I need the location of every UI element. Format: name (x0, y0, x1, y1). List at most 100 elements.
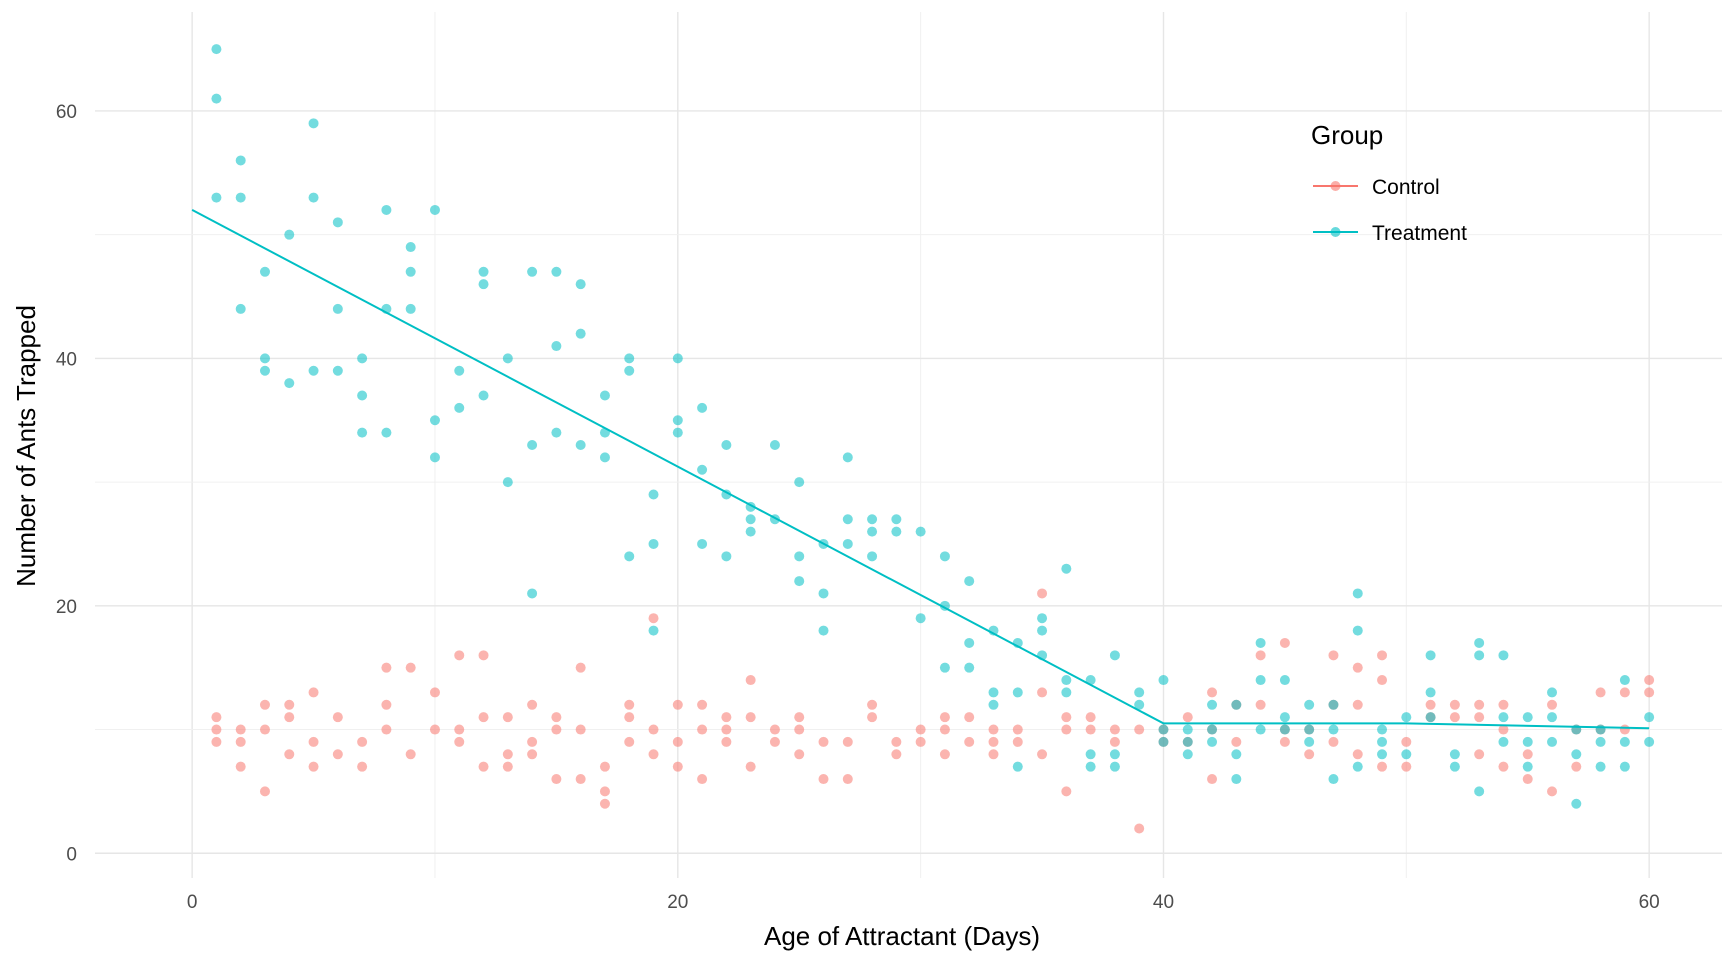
legend-label-control: Control (1372, 176, 1440, 199)
data-point-control (915, 724, 926, 735)
data-point-treatment (1522, 712, 1533, 723)
data-point-treatment (1595, 724, 1606, 735)
data-point-treatment (1498, 712, 1509, 723)
data-point-control (1085, 712, 1096, 723)
data-point-treatment (599, 452, 610, 463)
data-point-control (1279, 637, 1290, 648)
data-point-treatment (1619, 761, 1630, 772)
data-point-control (357, 736, 368, 747)
x-tick-label: 60 (1639, 892, 1660, 913)
data-point-treatment (332, 365, 343, 376)
data-point-control (1401, 761, 1412, 772)
data-point-control (1182, 712, 1193, 723)
data-point-control (1328, 650, 1339, 661)
data-point-control (575, 774, 586, 785)
data-point-treatment (939, 662, 950, 673)
data-point-control (527, 749, 538, 760)
data-point-control (527, 699, 538, 710)
data-point-treatment (672, 427, 683, 438)
data-point-control (575, 662, 586, 673)
data-point-treatment (259, 266, 270, 277)
data-point-control (1401, 736, 1412, 747)
data-point-control (1109, 736, 1120, 747)
data-point-control (1134, 823, 1145, 834)
data-point-control (429, 724, 440, 735)
data-point-control (721, 724, 732, 735)
data-point-treatment (381, 427, 392, 438)
data-point-control (1377, 650, 1388, 661)
data-point-treatment (867, 551, 878, 562)
data-point-control (381, 662, 392, 673)
data-point-control (211, 712, 222, 723)
data-point-control (794, 749, 805, 760)
data-point-treatment (1061, 675, 1072, 686)
data-point-treatment (454, 402, 465, 413)
data-point-control (575, 724, 586, 735)
data-point-treatment (1231, 774, 1242, 785)
data-point-control (697, 724, 708, 735)
data-point-control (867, 712, 878, 723)
data-point-treatment (259, 353, 270, 364)
data-point-treatment (624, 353, 635, 364)
data-point-control (1037, 749, 1048, 760)
data-point-control (1498, 699, 1509, 710)
data-point-treatment (478, 279, 489, 290)
data-point-control (818, 736, 829, 747)
data-point-control (1255, 650, 1266, 661)
data-point-control (405, 662, 416, 673)
data-point-treatment (939, 551, 950, 562)
data-point-control (1474, 749, 1485, 760)
data-point-treatment (1037, 613, 1048, 624)
data-point-treatment (842, 538, 853, 549)
data-point-control (1352, 662, 1363, 673)
data-point-treatment (575, 440, 586, 450)
data-point-treatment (697, 538, 708, 549)
data-point-treatment (1571, 798, 1582, 809)
data-point-control (1498, 724, 1509, 735)
data-point-treatment (284, 229, 295, 240)
data-point-treatment (818, 625, 829, 636)
x-tick-label: 0 (187, 892, 198, 913)
data-point-treatment (502, 477, 513, 488)
data-points (211, 44, 1655, 834)
data-point-treatment (599, 390, 610, 401)
data-point-treatment (1425, 687, 1436, 698)
data-point-control (624, 736, 635, 747)
data-point-treatment (211, 93, 222, 104)
data-point-treatment (1182, 736, 1193, 747)
data-point-control (259, 724, 270, 735)
data-point-control (454, 650, 465, 661)
data-point-treatment (1207, 699, 1218, 710)
data-point-control (624, 699, 635, 710)
data-point-control (1304, 749, 1315, 760)
data-point-control (721, 736, 732, 747)
data-point-treatment (454, 365, 465, 376)
data-point-control (1425, 699, 1436, 710)
data-point-control (478, 650, 489, 661)
data-point-control (891, 736, 902, 747)
data-point-treatment (1619, 675, 1630, 686)
data-point-control (1595, 687, 1606, 698)
data-point-treatment (405, 303, 416, 314)
data-point-control (1522, 774, 1533, 785)
legend: Group Control Treatment (1311, 120, 1467, 245)
data-point-control (1328, 736, 1339, 747)
data-point-treatment (1109, 650, 1120, 661)
data-point-control (308, 761, 319, 772)
data-point-treatment (1522, 761, 1533, 772)
data-point-control (429, 687, 440, 698)
data-point-treatment (478, 390, 489, 401)
data-point-treatment (1109, 749, 1120, 760)
data-point-treatment (1207, 724, 1218, 735)
data-point-control (599, 786, 610, 797)
data-point-treatment (1109, 761, 1120, 772)
data-point-treatment (794, 477, 805, 488)
data-point-control (235, 761, 246, 772)
data-point-control (1109, 724, 1120, 735)
data-point-treatment (1474, 637, 1485, 648)
data-point-control (1231, 736, 1242, 747)
data-point-control (891, 749, 902, 760)
data-point-treatment (1498, 736, 1509, 747)
data-point-control (381, 724, 392, 735)
fit-line-treatment (191, 209, 1650, 730)
